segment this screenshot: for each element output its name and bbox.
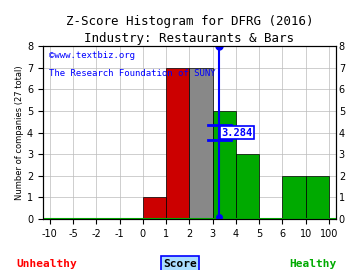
Bar: [166, 68, 189, 219]
Text: Score: Score: [163, 259, 197, 269]
Title: Z-Score Histogram for DFRG (2016)
Industry: Restaurants & Bars: Z-Score Histogram for DFRG (2016) Indust…: [66, 15, 313, 45]
Bar: [213, 111, 236, 219]
Bar: [189, 68, 213, 219]
Text: The Research Foundation of SUNY: The Research Foundation of SUNY: [49, 69, 215, 78]
Text: 3.284: 3.284: [221, 128, 253, 138]
Bar: [283, 176, 306, 219]
Bar: [143, 197, 166, 219]
Text: ©www.textbiz.org: ©www.textbiz.org: [49, 51, 135, 60]
Bar: [306, 176, 329, 219]
Y-axis label: Number of companies (27 total): Number of companies (27 total): [15, 65, 24, 200]
Text: Unhealthy: Unhealthy: [17, 259, 77, 269]
Text: Healthy: Healthy: [289, 259, 337, 269]
Bar: [236, 154, 259, 219]
